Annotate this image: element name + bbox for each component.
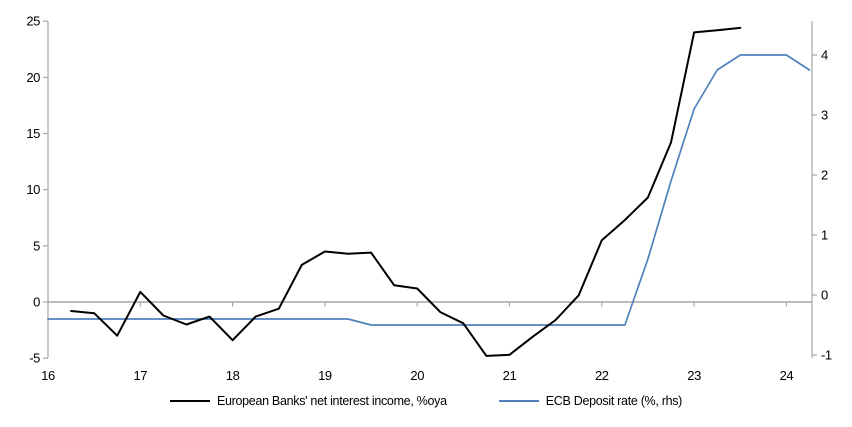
series-line-ecb-deposit-rate <box>47 54 811 326</box>
legend-item-ecb-deposit-rate: ECB Deposit rate (%, rhs) <box>498 394 683 408</box>
series-line-net-interest-income <box>70 26 742 357</box>
legend: European Banks' net interest income, %oy… <box>0 394 852 408</box>
left-axis-tick-label: 15 <box>26 126 40 141</box>
x-axis-tick-label: 20 <box>410 368 424 383</box>
x-axis-tick-label: 18 <box>226 368 240 383</box>
right-axis-tick-label: -1 <box>821 348 832 363</box>
legend-item-net-interest-income: European Banks' net interest income, %oy… <box>169 394 447 408</box>
x-axis-tick-label: 16 <box>41 368 55 383</box>
blue-line-sample-icon <box>498 400 539 402</box>
left-axis-tick-label: 25 <box>26 14 40 29</box>
left-axis-tick-label: 10 <box>26 182 40 197</box>
right-axis-tick-label: 1 <box>821 228 828 243</box>
x-axis-tick-label: 24 <box>780 368 794 383</box>
left-axis-tick-label: -5 <box>29 351 40 366</box>
x-axis-tick-label: 23 <box>687 368 701 383</box>
legend-label-ecb-deposit-rate: ECB Deposit rate (%, rhs) <box>545 394 683 408</box>
x-axis-tick-label: 21 <box>503 368 517 383</box>
right-axis-tick-label: 0 <box>821 288 828 303</box>
left-axis-tick-label: 0 <box>33 295 40 310</box>
x-axis-tick-label: 17 <box>133 368 147 383</box>
right-axis-tick-label: 2 <box>821 168 828 183</box>
right-axis-tick-label: 3 <box>821 108 828 123</box>
x-axis-tick-label: 22 <box>595 368 609 383</box>
x-axis-tick-label: 19 <box>318 368 332 383</box>
legend-label-net-interest-income: European Banks' net interest income, %oy… <box>216 394 447 408</box>
black-line-sample-icon <box>169 400 210 402</box>
left-axis-tick-label: 5 <box>33 238 40 253</box>
left-axis-tick-label: 20 <box>26 70 40 85</box>
right-axis-tick-label: 4 <box>821 48 828 63</box>
